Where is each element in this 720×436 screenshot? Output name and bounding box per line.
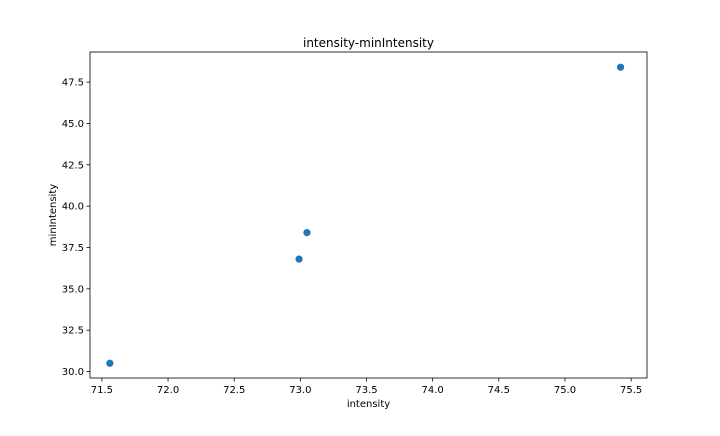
data-point <box>106 359 114 367</box>
y-tick-label: 35.0 <box>62 284 84 295</box>
y-tick-label: 42.5 <box>62 160 84 171</box>
x-tick-label: 73.5 <box>355 385 377 396</box>
x-axis-label: intensity <box>347 399 390 410</box>
x-tick-label: 73.0 <box>289 385 311 396</box>
x-tick-label: 75.5 <box>620 385 642 396</box>
y-tick-label: 47.5 <box>62 78 84 89</box>
x-tick-label: 75.0 <box>554 385 576 396</box>
data-point <box>303 229 311 237</box>
x-tick-label: 74.5 <box>488 385 510 396</box>
x-tick-label: 72.5 <box>223 385 245 396</box>
x-tick-label: 71.5 <box>91 385 113 396</box>
x-tick-label: 74.0 <box>422 385 444 396</box>
y-tick-label: 45.0 <box>62 119 84 130</box>
x-tick-label: 72.0 <box>157 385 179 396</box>
data-points <box>106 63 625 367</box>
y-axis: 30.0 32.5 35.0 37.5 40.0 42.5 45.0 47.5 <box>62 78 90 378</box>
data-point <box>295 255 303 263</box>
x-axis: 71.5 72.0 72.5 73.0 73.5 74.0 74.5 75.0 75.5 <box>91 378 642 396</box>
y-tick-label: 32.5 <box>62 326 84 337</box>
y-tick-label: 30.0 <box>62 367 84 378</box>
y-axis-label: minIntensity <box>48 184 59 246</box>
plot-frame <box>89 51 648 379</box>
chart-title: intensity-minIntensity <box>303 36 434 50</box>
data-point <box>616 63 625 71</box>
y-tick-label: 37.5 <box>62 243 84 254</box>
y-tick-label: 40.0 <box>62 202 84 213</box>
